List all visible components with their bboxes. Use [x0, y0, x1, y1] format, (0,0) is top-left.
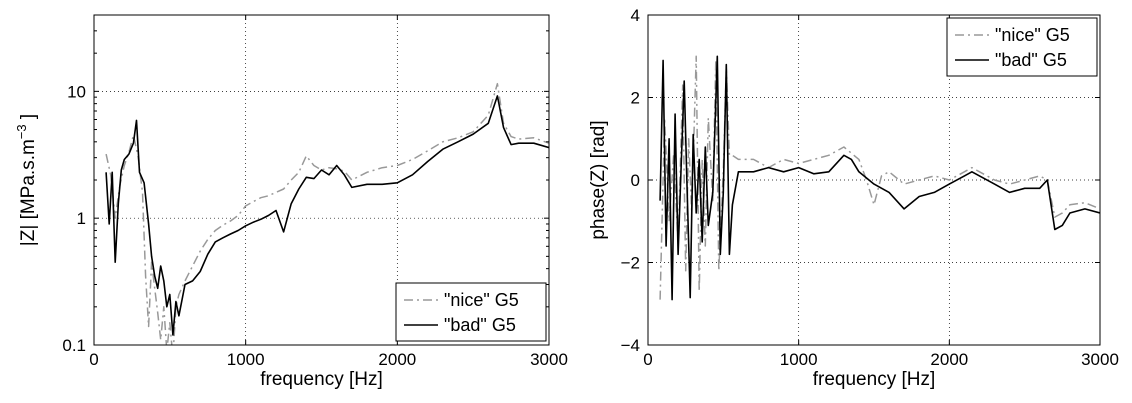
y-tick-label: −4 — [621, 336, 640, 355]
y-tick-label: 0 — [631, 171, 640, 190]
y-axis-label-exponent: −3 — [14, 124, 29, 139]
x-tick-label: 3000 — [530, 350, 568, 369]
x-axis-label: frequency [Hz] — [813, 369, 936, 390]
x-tick-label: 2000 — [930, 350, 968, 369]
y-axis-label-main: phase(Z) [rad] — [588, 120, 609, 239]
y-axis-label-bracket: ] — [18, 114, 39, 119]
series-group — [105, 82, 549, 345]
series-line-bad — [659, 55, 1100, 301]
legend-label-bad: "bad" G5 — [444, 315, 516, 335]
chart-1: 0 1000 2000 3000 0.1 1 10 frequency [Hz] |Z| [MP… — [14, 14, 568, 390]
y-axis-label-main: |Z| [MPa.s.m — [18, 139, 39, 246]
series-group — [659, 55, 1100, 301]
y-axis-label: phase(Z) [rad] — [588, 120, 609, 239]
x-tick-label: 1000 — [780, 350, 818, 369]
legend: "nice" G5 "bad" G5 — [946, 17, 1098, 77]
x-tick-label: 0 — [643, 350, 652, 369]
legend: "nice" G5 "bad" G5 — [395, 282, 547, 342]
x-tick-label: 2000 — [378, 350, 416, 369]
legend-box — [946, 17, 1098, 77]
legend-box — [395, 282, 547, 342]
y-tick-label: 10 — [67, 82, 86, 101]
x-tick-label: 3000 — [1081, 350, 1119, 369]
y-axis-label: |Z| [MPa.s.m−3 ] — [14, 114, 39, 246]
y-tick-label: −2 — [621, 254, 640, 273]
y-tick-label: 4 — [631, 6, 640, 25]
y-tick-label: 0.1 — [62, 336, 86, 355]
series-line-nice — [105, 82, 549, 345]
x-axis-label: frequency [Hz] — [260, 369, 383, 390]
series-line-bad — [105, 95, 549, 336]
series-line-nice — [659, 55, 1100, 300]
chart-2: 0 1000 2000 3000 −4 −2 0 2 4 frequency [Hz] phase(… — [588, 6, 1119, 390]
legend-label-nice: "nice" G5 — [995, 25, 1070, 45]
x-tick-label: 0 — [89, 350, 98, 369]
y-tick-label: 2 — [631, 89, 640, 108]
legend-label-bad: "bad" G5 — [995, 50, 1067, 70]
legend-label-nice: "nice" G5 — [444, 290, 519, 310]
x-tick-label: 1000 — [227, 350, 265, 369]
y-tick-label: 1 — [77, 209, 86, 228]
